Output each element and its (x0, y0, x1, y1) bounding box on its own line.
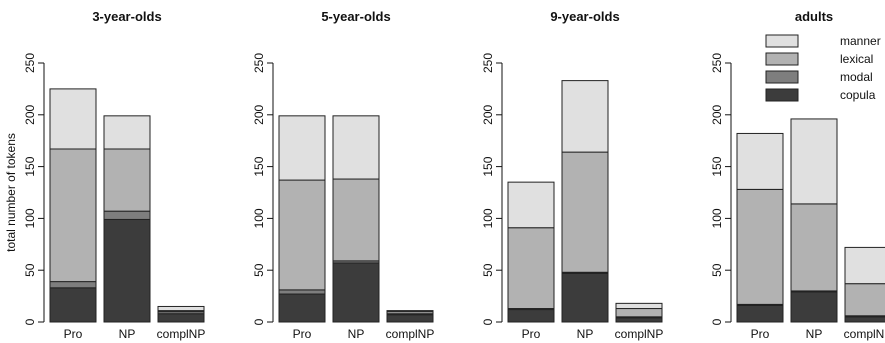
bar-segment-lexical (507, 227, 555, 310)
bar-segment-copula (157, 313, 205, 323)
bar-segment-copula (790, 291, 838, 323)
bar-segment-copula (332, 262, 380, 323)
legend-label-lexical: lexical (840, 52, 873, 66)
y-tick-label: 50 (252, 263, 266, 277)
bar-segment-manner (615, 302, 663, 310)
y-tick-label: 150 (23, 156, 37, 176)
y-tick-label: 200 (710, 104, 724, 124)
bar-segment-manner (790, 118, 838, 205)
bar-segment-lexical (615, 308, 663, 318)
chart-title: adults (795, 9, 833, 24)
y-tick-label: 50 (23, 263, 37, 277)
bar-segment-copula (561, 272, 609, 323)
y-tick-label: 100 (710, 208, 724, 228)
bar-segment-lexical (844, 283, 885, 317)
bar-segment-lexical (561, 151, 609, 273)
chart-title: 5-year-olds (321, 9, 390, 24)
bar-segment-copula (103, 218, 151, 323)
legend-swatch-modal (765, 70, 799, 84)
bar-segment-lexical (103, 148, 151, 212)
bar-segment-copula (49, 287, 97, 323)
y-tick-label: 150 (710, 156, 724, 176)
y-tick-label: 250 (710, 53, 724, 73)
bar-segment-modal (278, 289, 326, 295)
y-tick-label: 50 (710, 263, 724, 277)
x-category-label: NP (577, 327, 594, 341)
y-tick-label: 100 (23, 208, 37, 228)
bar-segment-manner (157, 305, 205, 312)
y-axis-title: total number of tokens (4, 133, 18, 252)
bar-segment-lexical (278, 179, 326, 291)
chart-title: 3-year-olds (92, 9, 161, 24)
y-tick-label: 250 (481, 53, 495, 73)
x-category-label: Pro (64, 327, 83, 341)
legend-swatch-manner (765, 34, 799, 48)
y-tick-label: 100 (252, 208, 266, 228)
bar-segment-lexical (332, 178, 380, 262)
y-tick-label: 0 (252, 318, 266, 325)
bar-segment-manner (507, 181, 555, 229)
x-category-label: NP (348, 327, 365, 341)
bar-segment-manner (49, 88, 97, 150)
legend-swatch-lexical (765, 52, 799, 66)
bar-segment-manner (278, 115, 326, 181)
bar-segment-lexical (736, 188, 784, 305)
x-category-label: Pro (293, 327, 312, 341)
x-category-label: Pro (522, 327, 541, 341)
bar-segment-copula (507, 309, 555, 323)
bar-segment-modal (49, 281, 97, 289)
bar-segment-copula (844, 316, 885, 323)
y-tick-label: 250 (252, 53, 266, 73)
y-tick-label: 200 (481, 104, 495, 124)
y-tick-label: 250 (23, 53, 37, 73)
bar-segment-modal (103, 210, 151, 220)
legend-swatch-copula (765, 88, 799, 102)
x-category-label: NP (119, 327, 136, 341)
y-tick-label: 150 (481, 156, 495, 176)
legend-label-manner: manner (840, 34, 881, 48)
y-tick-label: 200 (23, 104, 37, 124)
x-category-label: complNP (844, 327, 885, 341)
bar-segment-manner (332, 115, 380, 180)
y-tick-label: 150 (252, 156, 266, 176)
chart-title: 9-year-olds (550, 9, 619, 24)
x-category-label: complNP (386, 327, 435, 341)
x-category-label: Pro (751, 327, 770, 341)
y-tick-label: 100 (481, 208, 495, 228)
bar-segment-manner (103, 115, 151, 150)
bar-segment-manner (386, 310, 434, 313)
bar-segment-copula (615, 317, 663, 323)
bar-segment-lexical (49, 148, 97, 283)
y-tick-label: 0 (23, 318, 37, 325)
bar-segment-manner (561, 80, 609, 153)
x-category-label: NP (806, 327, 823, 341)
y-tick-label: 0 (481, 318, 495, 325)
bar-segment-manner (736, 132, 784, 190)
legend-label-copula: copula (840, 88, 876, 102)
bar-segment-copula (278, 293, 326, 323)
y-tick-label: 50 (481, 263, 495, 277)
bar-segment-copula (736, 304, 784, 323)
x-category-label: complNP (157, 327, 206, 341)
legend-label-modal: modal (840, 70, 873, 84)
bar-segment-lexical (790, 203, 838, 292)
bar-segment-manner (844, 246, 885, 285)
x-category-label: complNP (615, 327, 664, 341)
y-tick-label: 0 (710, 318, 724, 325)
y-tick-label: 200 (252, 104, 266, 124)
bar-segment-copula (386, 314, 434, 323)
